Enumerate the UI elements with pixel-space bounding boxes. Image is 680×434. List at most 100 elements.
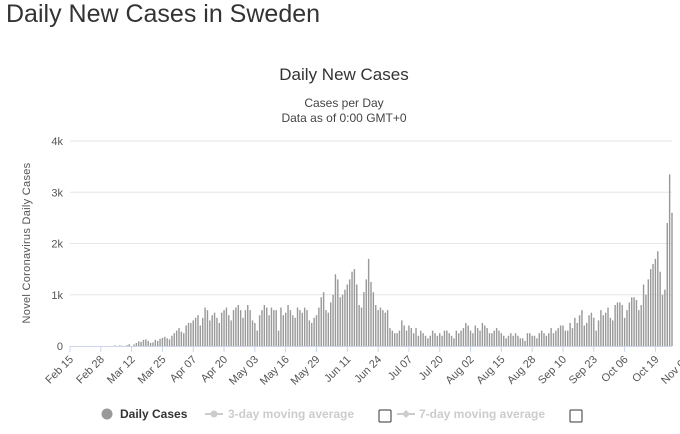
chart-title: Daily New Cases xyxy=(279,65,408,84)
bar xyxy=(574,317,576,346)
bar xyxy=(142,339,145,346)
bar xyxy=(194,317,197,346)
bar xyxy=(353,269,356,347)
bar xyxy=(415,328,417,346)
bar xyxy=(330,302,332,346)
bar xyxy=(593,317,595,346)
bar xyxy=(481,322,484,346)
bar xyxy=(536,338,538,346)
bar xyxy=(443,330,446,347)
bar xyxy=(363,292,365,346)
bar xyxy=(280,307,282,346)
bar xyxy=(595,330,597,347)
x-tick-label: Feb 15 xyxy=(43,354,76,387)
bar xyxy=(220,312,223,346)
bar xyxy=(668,174,671,346)
bar xyxy=(493,330,495,347)
x-tick-label: Oct 19 xyxy=(630,354,661,385)
bar xyxy=(396,333,398,346)
bar xyxy=(555,330,557,347)
bar xyxy=(540,330,543,347)
bar xyxy=(244,310,247,347)
bar xyxy=(204,307,206,346)
bar xyxy=(296,307,299,346)
bar xyxy=(197,315,199,346)
y-axis-title: Novel Coronavirus Daily Cases xyxy=(21,162,33,323)
bar xyxy=(562,325,564,346)
bar xyxy=(218,322,221,346)
bar xyxy=(180,331,183,346)
bar xyxy=(659,271,661,346)
bar xyxy=(597,320,600,347)
bar xyxy=(640,305,642,346)
bar xyxy=(311,322,313,346)
bar xyxy=(261,310,263,347)
x-tick-label: Oct 06 xyxy=(599,354,630,385)
x-tick-label: Apr 07 xyxy=(168,354,199,385)
bar xyxy=(664,289,666,347)
bar xyxy=(138,341,140,346)
bar xyxy=(187,322,190,346)
bar xyxy=(346,284,349,346)
bar xyxy=(228,315,230,346)
page-heading: Daily New Cases in Sweden xyxy=(6,0,321,28)
legend-daily-cases-label: Daily Cases xyxy=(120,407,188,421)
bar xyxy=(649,269,652,347)
y-axis-ticks: 0 1k 2k 3k 4k xyxy=(51,136,63,353)
bar xyxy=(609,317,612,346)
bar xyxy=(441,335,443,346)
bar xyxy=(386,310,389,347)
bar xyxy=(391,330,394,347)
legend-7-day-checkbox[interactable] xyxy=(569,409,583,423)
bar xyxy=(434,333,436,346)
bar xyxy=(533,335,536,346)
legend: Daily Cases 3-day moving average 7-day m… xyxy=(101,407,583,423)
legend-item-3-day-moving-average[interactable]: 3-day moving average xyxy=(205,407,354,421)
legend-item-7-day-moving-average[interactable]: 7-day moving average xyxy=(397,407,545,421)
bar xyxy=(216,317,218,346)
bar xyxy=(633,297,635,346)
bar xyxy=(431,330,434,347)
bar xyxy=(145,339,147,346)
bar xyxy=(206,310,209,347)
x-tick-label: Nov 01 xyxy=(659,354,680,387)
bar xyxy=(277,330,280,347)
x-tick-label: Aug 02 xyxy=(443,354,476,387)
bar xyxy=(225,307,228,346)
bar xyxy=(519,338,522,346)
bar xyxy=(548,333,550,346)
bar xyxy=(657,251,659,346)
bar xyxy=(604,312,607,346)
bar xyxy=(114,345,116,346)
bar xyxy=(585,322,588,346)
legend-item-daily-cases[interactable]: Daily Cases xyxy=(101,407,188,421)
bar xyxy=(543,333,545,346)
bar xyxy=(583,325,586,346)
x-tick-label: Feb 28 xyxy=(74,354,107,387)
bar xyxy=(405,330,408,347)
bar xyxy=(154,339,157,346)
bar xyxy=(251,320,254,347)
bar xyxy=(557,328,559,346)
bar xyxy=(223,310,225,347)
bar xyxy=(393,333,396,346)
bar xyxy=(232,310,235,347)
bar xyxy=(545,335,548,346)
bar xyxy=(358,305,360,346)
bar xyxy=(308,320,311,347)
x-tick-label: Aug 15 xyxy=(474,354,507,387)
bar xyxy=(654,258,657,347)
bar xyxy=(266,307,268,346)
bar xyxy=(559,325,562,346)
bar xyxy=(417,335,420,346)
bar xyxy=(642,284,645,346)
bar xyxy=(521,338,524,346)
bar xyxy=(488,333,491,346)
x-tick-label: Apr 20 xyxy=(199,354,230,385)
bar xyxy=(294,317,296,346)
legend-3-day-checkbox[interactable] xyxy=(378,409,392,423)
x-tick-label: Jun 24 xyxy=(352,354,384,386)
bar xyxy=(178,328,180,346)
bar xyxy=(507,335,510,346)
